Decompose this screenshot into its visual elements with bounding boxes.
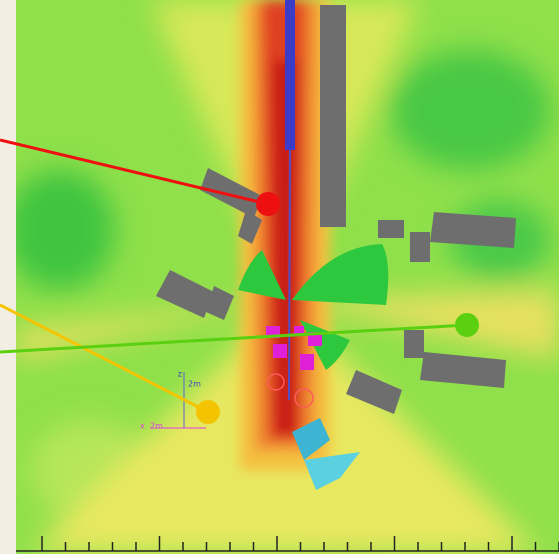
vehicle — [292, 418, 330, 460]
callout-line — [0, 303, 209, 414]
buildings — [156, 5, 516, 414]
gizmo-label: 2m — [150, 422, 163, 431]
vehicle — [304, 452, 360, 490]
receivers — [267, 373, 314, 408]
callout-dot — [256, 192, 280, 216]
building — [410, 232, 430, 262]
sector — [238, 250, 286, 300]
building — [420, 352, 506, 388]
building — [378, 220, 404, 238]
gizmo-label: 2m — [188, 380, 201, 389]
heatmap — [16, 0, 559, 554]
source — [308, 332, 322, 346]
building — [320, 5, 346, 227]
building — [346, 370, 402, 414]
building — [238, 210, 262, 244]
gizmo-label: x — [140, 422, 145, 431]
vehicles — [292, 418, 360, 490]
building — [200, 168, 262, 218]
receiver — [294, 388, 314, 408]
callout-line — [0, 138, 269, 206]
building — [206, 286, 234, 320]
building — [156, 270, 214, 318]
callout-line — [0, 323, 468, 354]
gizmo-label: z — [178, 370, 182, 379]
receiver — [267, 373, 285, 391]
source — [300, 354, 314, 370]
tower-mast — [288, 149, 291, 401]
callouts — [0, 138, 479, 424]
source — [294, 326, 304, 336]
callout-dot — [455, 313, 479, 337]
sector — [292, 244, 389, 305]
building — [404, 330, 424, 358]
callout-dot — [196, 400, 220, 424]
ruler — [16, 536, 559, 552]
tower — [285, 0, 295, 150]
building — [430, 212, 516, 248]
source — [273, 344, 287, 358]
